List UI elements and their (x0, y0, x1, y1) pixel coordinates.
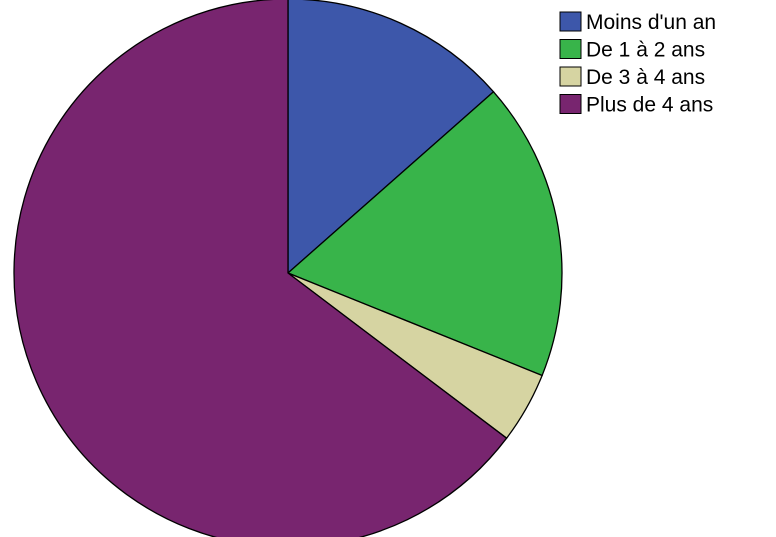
legend-item-2: De 3 à 4 ans (559, 66, 705, 89)
legend-label-0: Moins d'un an (586, 11, 716, 34)
legend-swatch-3 (559, 94, 582, 114)
legend-item-1: De 1 à 2 ans (559, 39, 705, 62)
pie-slice-1 (287, 91, 563, 377)
pie-slice-0 (287, 0, 495, 274)
legend-swatch-1 (559, 39, 582, 59)
legend: Moins d'un an De 1 à 2 ans De 3 à 4 ans Plu… (559, 11, 716, 117)
legend-swatch-0 (559, 11, 582, 32)
legend-item-0: Moins d'un an (559, 11, 716, 34)
pie-slices (13, 0, 563, 537)
legend-label-1: De 1 à 2 ans (586, 39, 705, 62)
pie-slice-3 (13, 0, 508, 537)
legend-swatch-2 (559, 66, 582, 87)
legend-label-2: De 3 à 4 ans (586, 66, 705, 89)
legend-label-3: Plus de 4 ans (586, 94, 713, 117)
legend-item-3: Plus de 4 ans (559, 94, 713, 117)
